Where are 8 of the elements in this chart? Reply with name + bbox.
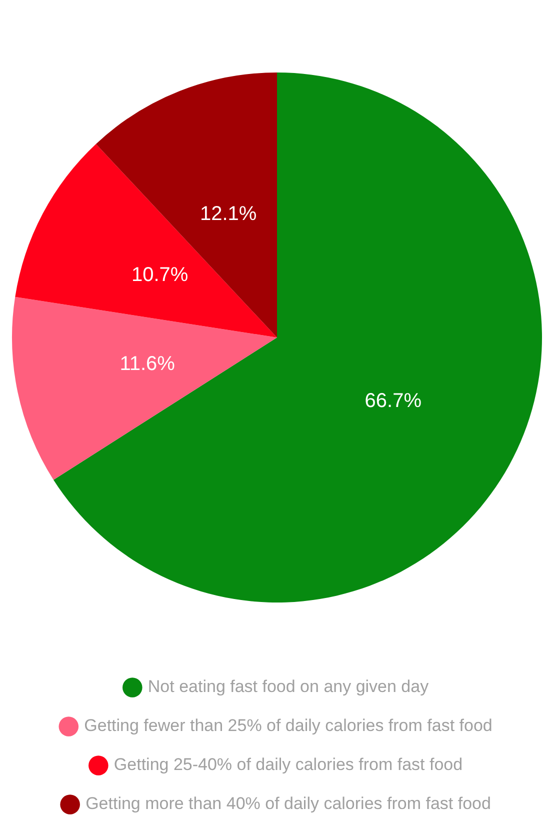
data-label: 10.7%: [132, 264, 188, 286]
legend-label: Getting 25-40% of daily calories from fast food: [114, 755, 463, 774]
legend-label: Not eating fast food on any given day: [148, 677, 430, 696]
legend-label: Getting fewer than 25% of daily calories from fast food: [84, 716, 492, 736]
legend-label: Getting more than 40% of daily calories from fast food: [86, 794, 491, 814]
data-label: 11.6%: [120, 353, 176, 376]
data-label: 66.7%: [364, 390, 422, 412]
data-label: 12.1%: [200, 202, 257, 225]
